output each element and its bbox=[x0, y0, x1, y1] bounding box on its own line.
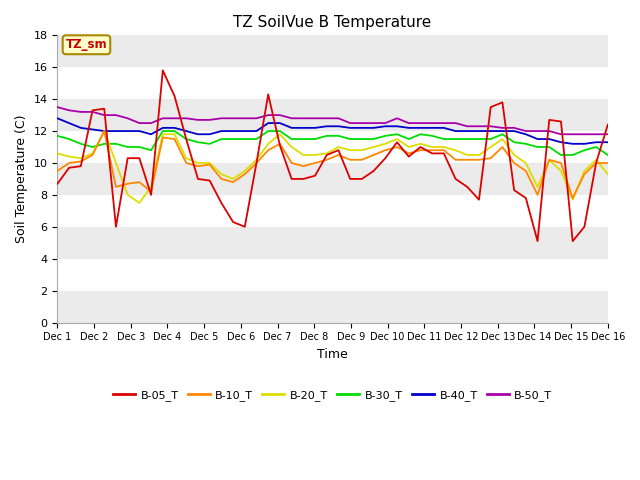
Bar bbox=[58, 290, 608, 323]
Bar bbox=[58, 195, 608, 227]
Bar bbox=[58, 36, 608, 67]
Text: TZ_sm: TZ_sm bbox=[66, 38, 108, 51]
Bar bbox=[58, 99, 608, 131]
X-axis label: Time: Time bbox=[317, 348, 348, 361]
Title: TZ SoilVue B Temperature: TZ SoilVue B Temperature bbox=[234, 15, 432, 30]
Bar bbox=[58, 163, 608, 195]
Bar bbox=[58, 227, 608, 259]
Bar bbox=[58, 67, 608, 99]
Bar bbox=[58, 131, 608, 163]
Y-axis label: Soil Temperature (C): Soil Temperature (C) bbox=[15, 115, 28, 243]
Legend: B-05_T, B-10_T, B-20_T, B-30_T, B-40_T, B-50_T: B-05_T, B-10_T, B-20_T, B-30_T, B-40_T, … bbox=[109, 385, 557, 405]
Bar bbox=[58, 259, 608, 290]
